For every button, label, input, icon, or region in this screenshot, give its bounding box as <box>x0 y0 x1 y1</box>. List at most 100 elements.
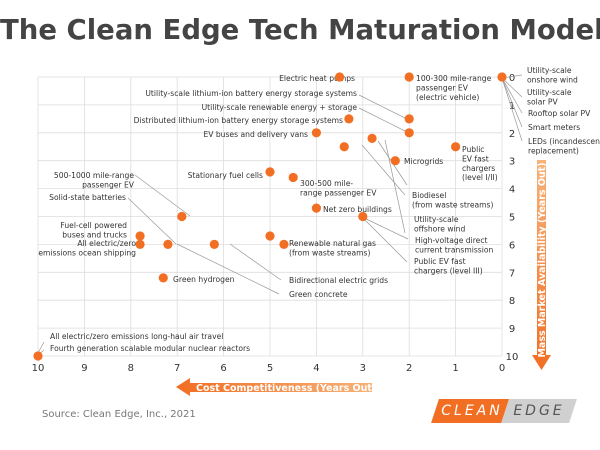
data-point <box>311 203 321 213</box>
leader-line <box>134 174 191 217</box>
annotation-label: Utility-scale <box>414 215 459 224</box>
x-tick-label: 1 <box>452 363 458 374</box>
data-point <box>311 128 321 138</box>
data-point <box>209 239 219 249</box>
y-tick-label: 8 <box>509 296 515 307</box>
annotation-label: 100-300 mile-range <box>416 74 492 83</box>
annotation-label: Solid-state batteries <box>49 193 126 202</box>
data-point <box>451 142 461 152</box>
annotation-label: Distributed lithium-ion battery energy s… <box>134 116 343 125</box>
data-point <box>367 133 377 143</box>
logo-text-edge: EDGE <box>513 403 565 419</box>
annotation-label: Public <box>462 145 484 154</box>
x-tick-label: 10 <box>32 363 45 374</box>
data-point <box>158 273 168 283</box>
annotation-label: offshore wind <box>414 224 465 233</box>
y-tick-label: 3 <box>509 157 515 168</box>
leader-line <box>361 216 408 263</box>
annotation-label: Rooftop solar PV <box>528 109 591 118</box>
data-point <box>358 211 368 222</box>
page-title: The Clean Edge Tech Maturation Model <box>0 14 600 46</box>
annotation-label: Smart meters <box>528 123 580 132</box>
x-axis-arrow <box>176 378 372 396</box>
logo-text-clean: CLEAN <box>441 403 503 419</box>
data-point <box>279 239 289 249</box>
leader-line <box>176 243 280 295</box>
annotation-label: solar PV <box>527 97 558 106</box>
x-tick-label: 7 <box>174 363 180 374</box>
annotation-label: EV buses and delivery vans <box>203 130 308 139</box>
annotation-label: (from waste streams) <box>412 200 493 209</box>
y-tick-label: 6 <box>509 240 515 251</box>
annotation-label: 500-1000 mile-range <box>54 171 134 180</box>
y-tick-label: 2 <box>509 129 515 140</box>
y-axis-arrow <box>532 160 551 370</box>
annotation-label: replacement) <box>528 146 579 155</box>
annotation-label: Utility-scale lithium-ion battery energy… <box>145 89 357 98</box>
data-point <box>135 231 145 241</box>
leader-line <box>127 197 177 245</box>
x-tick-label: 0 <box>499 363 505 374</box>
annotation-label: (level I/II) <box>462 173 498 182</box>
annotation-label: passenger EV <box>416 83 469 92</box>
leader-line <box>501 77 523 98</box>
data-point <box>344 114 354 124</box>
annotation-label: Stationary fuel cells <box>188 171 263 180</box>
annotation-label: chargers <box>462 164 495 173</box>
leader-line <box>361 216 409 240</box>
y-axis-label: Mass Market Availability (Years Out) <box>537 162 548 357</box>
leader-line <box>358 94 410 121</box>
data-point <box>265 231 275 241</box>
data-point <box>163 239 173 249</box>
annotation-label: Utility-scale renewable energy + storage <box>202 103 358 112</box>
y-tick-label: 7 <box>509 268 515 279</box>
y-tick-label: 4 <box>509 185 515 196</box>
annotation-label: range passenger EV <box>300 188 377 197</box>
annotation-label: Electric heat pumps <box>279 74 355 83</box>
data-point <box>404 114 414 124</box>
data-point <box>404 128 414 138</box>
leader-line <box>501 77 523 142</box>
annotation-label: chargers (level III) <box>414 266 483 275</box>
y-tick-label: 9 <box>509 324 515 335</box>
annotation-label: (electric vehicle) <box>416 93 479 102</box>
x-tick-label: 8 <box>128 363 134 374</box>
x-tick-label: 6 <box>220 363 226 374</box>
annotation-label: Biodiesel <box>412 191 446 200</box>
leader-line <box>37 341 45 354</box>
annotation-label: current transmission <box>415 245 494 254</box>
annotation-label: (from waste streams) <box>289 248 370 257</box>
leader-line <box>358 107 410 134</box>
annotation-label: buses and trucks <box>62 230 127 239</box>
annotation-label: Bidirectional electric grids <box>289 276 388 285</box>
data-point <box>404 72 414 82</box>
annotation-label: Renewable natural gas <box>289 239 376 248</box>
leader-line <box>501 77 523 114</box>
annotation-label: Fuel-cell powered <box>60 221 127 230</box>
annotation-label: Utility-scale <box>527 88 572 97</box>
x-tick-label: 4 <box>313 363 319 374</box>
annotation-label: passenger EV <box>82 180 135 189</box>
clean-edge-logo: CLEAN EDGE <box>431 399 577 423</box>
annotation-label: onshore wind <box>527 75 578 84</box>
x-tick-label: 5 <box>267 363 273 374</box>
data-point <box>135 239 145 249</box>
data-point <box>390 156 400 166</box>
annotation-label: Microgrids <box>404 157 443 166</box>
y-tick-label: 5 <box>509 213 515 224</box>
y-tick-label: 1 <box>509 101 515 112</box>
data-point <box>339 142 349 152</box>
annotation-label: Green hydrogen <box>173 275 235 284</box>
annotation-label: Public EV fast <box>414 257 466 266</box>
annotation-label: Green concrete <box>289 290 348 299</box>
annotation-label: LEDs (incandescent <box>528 137 600 146</box>
x-tick-label: 2 <box>406 363 412 374</box>
annotation-label: All electric/zero emissions long-haul ai… <box>50 332 223 341</box>
x-axis-label: Cost Competitiveness (Years Out) <box>196 383 376 394</box>
x-tick-label: 3 <box>360 363 366 374</box>
leader-line <box>384 139 406 234</box>
leader-line <box>361 144 406 196</box>
annotation-label: All electric/zero <box>77 239 136 248</box>
